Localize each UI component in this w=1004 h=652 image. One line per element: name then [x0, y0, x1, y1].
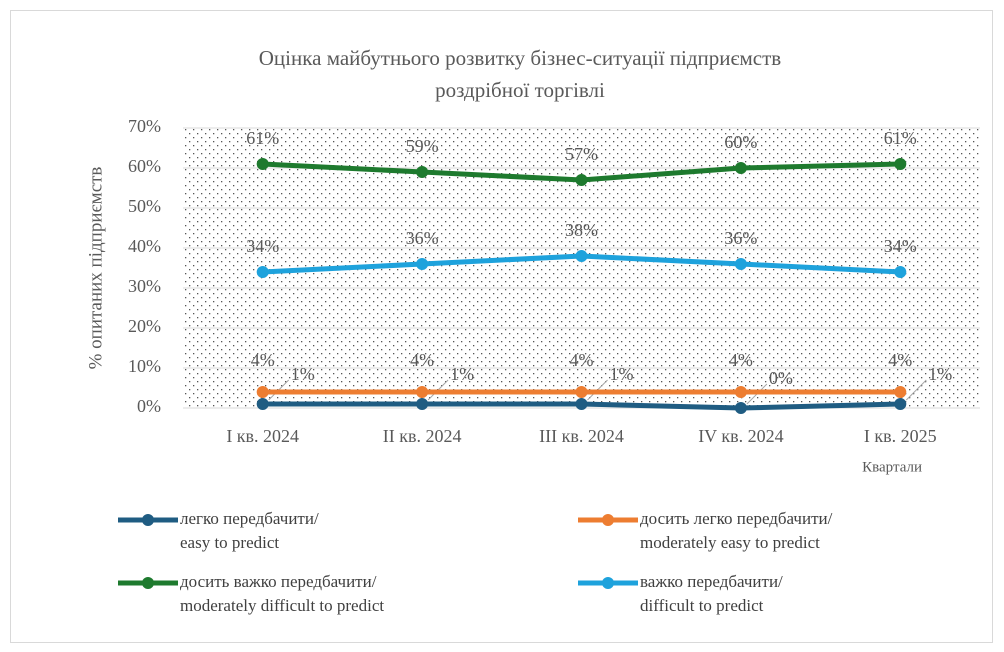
y-tick-label: 70%	[128, 116, 161, 136]
legend-label: важко передбачити/ difficult to predict	[640, 572, 783, 615]
data-label: 4%	[410, 350, 434, 370]
x-tick-label: I кв. 2025	[864, 426, 937, 446]
data-label: 1%	[928, 364, 952, 384]
x-tick-label: III кв. 2024	[539, 426, 624, 446]
data-label: 60%	[724, 132, 757, 152]
data-point	[734, 162, 747, 174]
leader-line	[905, 379, 927, 401]
data-label: 0%	[769, 368, 793, 388]
data-label: 4%	[888, 350, 912, 370]
data-label: 36%	[406, 228, 439, 248]
data-point	[734, 386, 747, 398]
y-tick-label: 20%	[128, 316, 161, 336]
data-point	[894, 398, 907, 410]
x-tick-label: I кв. 2024	[226, 426, 299, 446]
legend-marker	[602, 577, 614, 589]
data-label: 57%	[565, 144, 598, 164]
data-point	[575, 174, 588, 186]
data-point	[734, 402, 747, 414]
chart-title: роздрібної торгівлі	[435, 78, 605, 102]
data-point	[256, 158, 269, 170]
data-label: 1%	[291, 364, 315, 384]
legend-marker	[142, 514, 154, 526]
x-tick-label: IV кв. 2024	[698, 426, 783, 446]
y-tick-label: 50%	[128, 196, 161, 216]
legend-marker	[142, 577, 154, 589]
data-label: 36%	[724, 228, 757, 248]
chart-title: Оцінка майбутнього розвитку бізнес-ситуа…	[259, 46, 782, 70]
y-tick-label: 0%	[137, 396, 161, 416]
data-point	[575, 250, 588, 262]
data-label: 4%	[251, 350, 275, 370]
data-label: 1%	[610, 364, 634, 384]
data-point	[575, 386, 588, 398]
data-label: 38%	[565, 220, 598, 240]
data-point	[416, 166, 429, 178]
data-point	[416, 258, 429, 270]
data-point	[416, 386, 429, 398]
legend-label: досить важко передбачити/ moderately dif…	[180, 572, 385, 615]
x-axis-label: Квартали	[862, 459, 922, 475]
y-axis-label: % опитаних підприємств	[85, 167, 106, 370]
data-point	[894, 386, 907, 398]
data-label: 59%	[406, 136, 439, 156]
data-label: 61%	[246, 128, 279, 148]
data-point	[256, 386, 269, 398]
x-tick-label: II кв. 2024	[383, 426, 462, 446]
data-point	[734, 258, 747, 270]
data-label: 1%	[450, 364, 474, 384]
legend-label: легко передбачити/ easy to predict	[180, 509, 319, 552]
y-tick-label: 30%	[128, 276, 161, 296]
data-label: 4%	[729, 350, 753, 370]
y-tick-label: 10%	[128, 356, 161, 376]
legend-label: досить легко передбачити/ moderately eas…	[640, 509, 833, 552]
data-label: 4%	[570, 350, 594, 370]
data-point	[894, 266, 907, 278]
data-point	[256, 398, 269, 410]
data-label: 61%	[884, 128, 917, 148]
data-point	[575, 398, 588, 410]
data-point	[894, 158, 907, 170]
data-point	[416, 398, 429, 410]
legend-marker	[602, 514, 614, 526]
data-label: 34%	[884, 236, 917, 256]
data-label: 34%	[246, 236, 279, 256]
y-tick-label: 40%	[128, 236, 161, 256]
data-point	[256, 266, 269, 278]
y-tick-label: 60%	[128, 156, 161, 176]
